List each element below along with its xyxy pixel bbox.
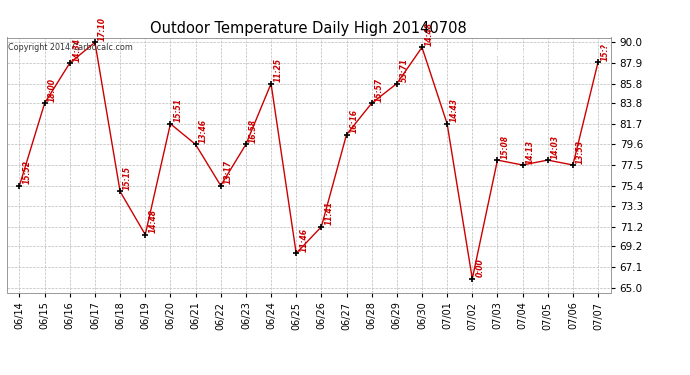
Text: 13:17: 13:17 xyxy=(224,160,233,184)
Text: 16:16: 16:16 xyxy=(350,109,359,133)
Text: 14:43: 14:43 xyxy=(450,98,459,122)
Text: 15:15: 15:15 xyxy=(123,166,132,190)
Text: 14:13: 14:13 xyxy=(526,140,535,164)
Text: 0:00: 0:00 xyxy=(475,258,484,277)
Text: 15:08: 15:08 xyxy=(500,135,509,159)
Text: 14:34: 14:34 xyxy=(73,38,82,62)
Text: 15:52: 15:52 xyxy=(23,160,32,184)
Text: 16:58: 16:58 xyxy=(249,119,258,143)
Text: 15:51: 15:51 xyxy=(173,98,182,122)
Text: 15:57: 15:57 xyxy=(375,78,384,102)
Text: 11:41: 11:41 xyxy=(324,201,333,225)
Text: 11:25: 11:25 xyxy=(274,58,283,82)
Text: 14:48: 14:48 xyxy=(425,22,434,46)
Text: 14:48: 14:48 xyxy=(148,209,157,233)
Text: 13:53: 13:53 xyxy=(576,140,585,164)
Text: 18:00: 18:00 xyxy=(48,78,57,102)
Title: Outdoor Temperature Daily High 20140708: Outdoor Temperature Daily High 20140708 xyxy=(150,21,467,36)
Text: 11:46: 11:46 xyxy=(299,228,308,252)
Text: 13:46: 13:46 xyxy=(199,119,208,143)
Text: Copyright 2014 Carbocalc.com: Copyright 2014 Carbocalc.com xyxy=(8,43,133,52)
Text: 14:03: 14:03 xyxy=(551,135,560,159)
Text: 15:?: 15:? xyxy=(601,43,610,60)
Text: 17:10: 17:10 xyxy=(98,17,107,41)
Text: 53:71: 53:71 xyxy=(400,58,409,82)
